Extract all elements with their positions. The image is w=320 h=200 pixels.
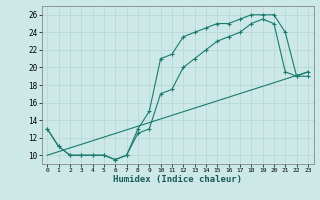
X-axis label: Humidex (Indice chaleur): Humidex (Indice chaleur) (113, 175, 242, 184)
